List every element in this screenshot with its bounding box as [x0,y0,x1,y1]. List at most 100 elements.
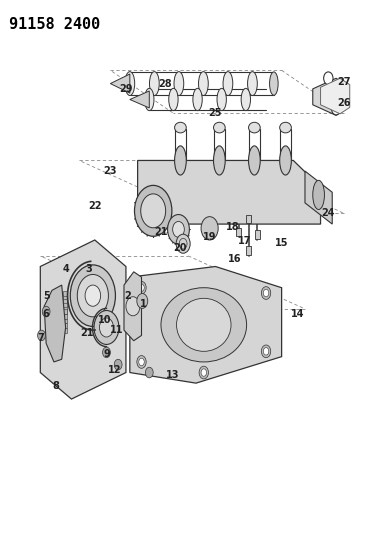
Circle shape [137,294,148,309]
Circle shape [324,72,333,85]
Text: 29: 29 [119,84,132,94]
Text: 28: 28 [158,78,172,88]
Circle shape [201,216,218,240]
Circle shape [145,367,153,378]
Bar [63,302,67,307]
Circle shape [172,221,184,237]
Circle shape [42,306,50,317]
Text: 24: 24 [321,208,335,219]
Polygon shape [111,74,130,93]
Text: 23: 23 [103,166,117,176]
Ellipse shape [193,88,202,111]
Text: 26: 26 [337,98,351,108]
Ellipse shape [214,146,225,175]
Bar [63,314,67,319]
Ellipse shape [174,146,186,175]
Circle shape [137,281,146,294]
Text: 4: 4 [62,264,69,274]
Ellipse shape [313,180,325,209]
Polygon shape [321,78,350,114]
Circle shape [263,348,269,355]
Circle shape [261,287,271,300]
Text: 13: 13 [166,370,180,380]
Polygon shape [40,240,126,399]
Text: 21: 21 [80,328,94,338]
Bar [246,246,251,255]
Ellipse shape [174,71,184,95]
Circle shape [94,311,119,344]
Text: 2: 2 [125,290,131,301]
Polygon shape [130,266,281,383]
Circle shape [137,356,146,368]
Polygon shape [124,272,142,341]
Text: 16: 16 [228,254,242,263]
Text: 5: 5 [43,290,49,301]
Text: 1: 1 [140,298,147,309]
Bar [255,230,260,239]
Text: 21: 21 [154,227,168,237]
Text: 7: 7 [37,333,44,343]
Polygon shape [305,171,332,224]
Bar [63,291,67,296]
Ellipse shape [249,146,260,175]
Ellipse shape [270,72,278,95]
Ellipse shape [169,88,178,111]
Bar [63,295,67,300]
Text: 14: 14 [290,309,304,319]
Ellipse shape [279,122,291,133]
Bar [63,319,67,324]
Polygon shape [130,91,149,108]
Text: 15: 15 [275,238,289,248]
Bar [63,298,67,303]
Circle shape [141,194,166,228]
Text: 20: 20 [174,243,187,253]
Bar [236,228,241,236]
Circle shape [100,318,114,337]
Circle shape [85,285,101,306]
Circle shape [103,347,111,358]
Ellipse shape [125,71,135,95]
Bar [63,306,67,311]
Ellipse shape [161,288,247,362]
Ellipse shape [248,71,257,95]
Polygon shape [138,160,321,224]
Circle shape [38,330,45,341]
Circle shape [114,359,122,370]
Text: 11: 11 [109,325,123,335]
Ellipse shape [149,71,159,95]
Ellipse shape [198,71,208,95]
Circle shape [199,366,209,379]
Circle shape [139,358,144,366]
Text: 18: 18 [226,222,240,232]
Text: 27: 27 [337,77,351,87]
Text: 10: 10 [98,314,111,325]
Ellipse shape [249,122,260,133]
Circle shape [70,265,115,326]
Circle shape [201,369,207,376]
Text: 6: 6 [43,309,49,319]
Circle shape [134,185,172,236]
Circle shape [263,289,269,297]
Circle shape [332,102,341,115]
Circle shape [261,345,271,358]
Text: 3: 3 [85,264,93,274]
Bar [246,215,251,223]
Ellipse shape [214,122,225,133]
Text: 12: 12 [107,365,121,375]
Ellipse shape [241,88,250,111]
Circle shape [168,215,189,244]
Polygon shape [44,285,65,362]
Text: 25: 25 [209,108,222,118]
Text: 17: 17 [238,236,251,246]
Ellipse shape [145,88,154,111]
Text: 8: 8 [53,381,59,391]
Bar [63,324,67,328]
Ellipse shape [217,88,226,111]
Circle shape [176,234,190,253]
Ellipse shape [223,71,233,95]
Ellipse shape [279,146,291,175]
Polygon shape [313,78,344,115]
Bar [63,310,67,314]
Bar [63,310,67,314]
Circle shape [77,274,109,317]
